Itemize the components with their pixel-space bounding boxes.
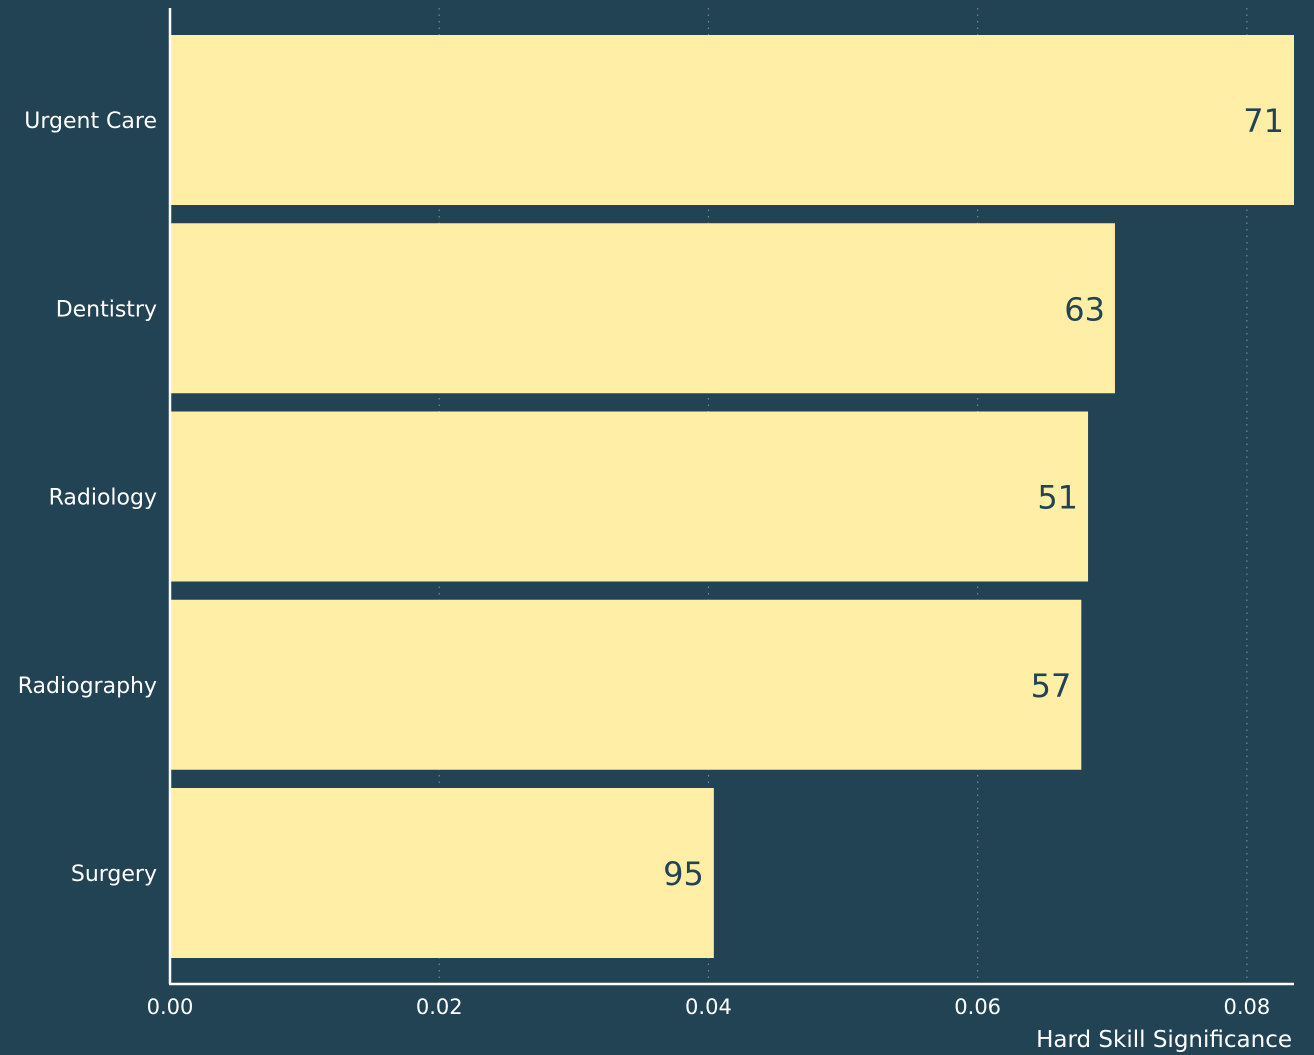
- category-label: Dentistry: [56, 297, 157, 322]
- bar-value-labels: 71 63 51 57 95: [663, 102, 1284, 893]
- bar-value-label: 63: [1064, 290, 1105, 328]
- category-labels: Urgent Care Dentistry Radiology Radiography…: [18, 109, 157, 887]
- x-tick-label: 0.06: [954, 995, 1001, 1019]
- category-label: Surgery: [71, 862, 157, 887]
- bar: [170, 411, 1089, 582]
- x-tick-label: 0.04: [685, 995, 732, 1019]
- x-axis-title: Hard Skill Significance: [1036, 1027, 1292, 1053]
- bar-value-label: 71: [1243, 102, 1284, 140]
- bar-value-label: 51: [1037, 479, 1078, 517]
- bar-value-label: 57: [1031, 667, 1072, 705]
- x-tick-label: 0.02: [416, 995, 463, 1019]
- x-tick-label: 0.00: [147, 995, 194, 1019]
- bar: [170, 788, 714, 958]
- bar: [170, 35, 1294, 205]
- x-tick-labels: 0.00 0.02 0.04 0.06 0.08: [147, 995, 1271, 1019]
- category-label: Radiography: [18, 674, 157, 699]
- bar: [170, 599, 1082, 770]
- bar-value-label: 95: [663, 855, 704, 893]
- x-tick-label: 0.08: [1224, 995, 1271, 1019]
- bars: [170, 35, 1294, 958]
- bar: [170, 223, 1115, 394]
- category-label: Urgent Care: [24, 109, 157, 134]
- axes: [168, 8, 1294, 986]
- category-label: Radiology: [49, 486, 157, 511]
